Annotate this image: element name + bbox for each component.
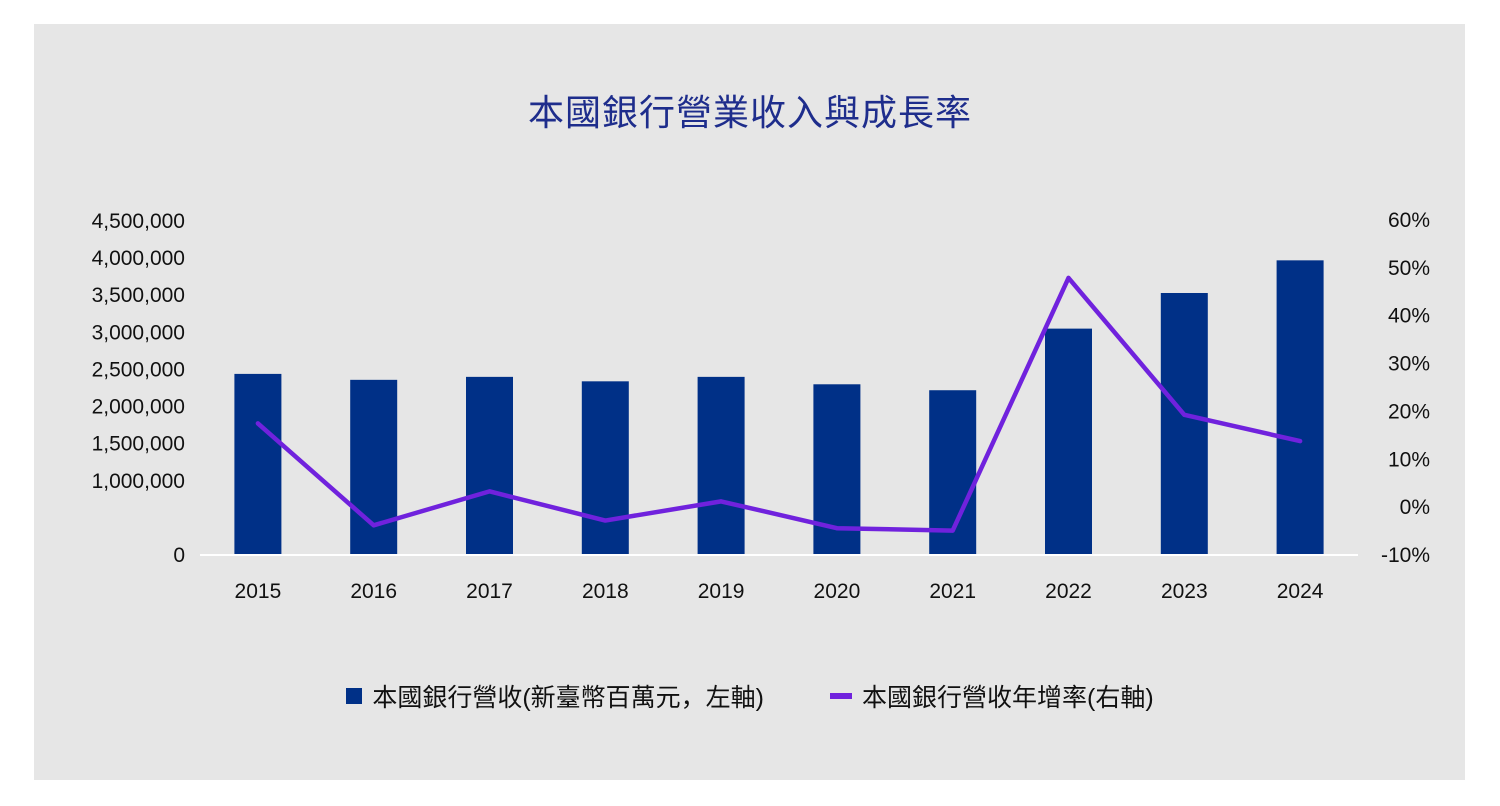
left-tick-label: 2,000,000 xyxy=(92,396,185,419)
right-tick-label: 40% xyxy=(1388,305,1430,328)
growth-point-2017 xyxy=(487,489,492,494)
growth-point-2021 xyxy=(950,528,955,533)
bar-2019 xyxy=(697,376,745,555)
growth-point-2020 xyxy=(834,526,839,531)
chart-title: 本國銀行營業收入與成長率 xyxy=(527,92,972,133)
line-series xyxy=(255,275,1303,533)
right-tick-label: 0% xyxy=(1400,496,1430,519)
left-tick-label: 4,500,000 xyxy=(92,210,185,233)
legend: 本國銀行營收(新臺幣百萬元，左軸) 本國銀行營收年增率(右軸) xyxy=(0,678,1500,714)
left-tick-label: 2,500,000 xyxy=(92,358,185,381)
x-tick-label: 2015 xyxy=(235,580,282,603)
left-tick-label: 1,000,000 xyxy=(92,470,185,493)
growth-point-2019 xyxy=(719,499,724,504)
growth-point-2018 xyxy=(603,518,608,523)
x-tick-label: 2023 xyxy=(1161,580,1208,603)
x-tick-label: 2022 xyxy=(1045,580,1092,603)
left-tick-label: 4,000,000 xyxy=(92,247,185,270)
bar-2023 xyxy=(1160,292,1208,555)
growth-line xyxy=(255,275,1303,533)
x-tick-label: 2018 xyxy=(582,580,629,603)
bar-2024 xyxy=(1276,260,1324,555)
legend-swatch-line xyxy=(830,693,852,699)
right-tick-label: 20% xyxy=(1388,400,1430,423)
legend-label-revenue: 本國銀行營收(新臺幣百萬元，左軸) xyxy=(372,684,764,712)
x-tick-label: 2017 xyxy=(466,580,513,603)
left-tick-label: 3,000,000 xyxy=(92,321,185,344)
bar-series xyxy=(234,260,1324,555)
legend-item-growth: 本國銀行營收年增率(右軸) xyxy=(830,678,1154,714)
growth-point-2016 xyxy=(371,523,376,528)
growth-point-2015 xyxy=(255,421,260,426)
x-tick-label: 2019 xyxy=(698,580,745,603)
left-axis-ticks: 0 1,000,000 1,500,000 2,000,000 2,500,000 3,0… xyxy=(92,210,185,567)
left-tick-label: 0 xyxy=(173,544,185,567)
legend-item-revenue: 本國銀行營收(新臺幣百萬元，左軸) xyxy=(346,678,764,714)
left-tick-label: 3,500,000 xyxy=(92,284,185,307)
bar-2022 xyxy=(1045,328,1092,555)
legend-label-growth: 本國銀行營收年增率(右軸) xyxy=(862,684,1154,712)
right-tick-label: -10% xyxy=(1381,544,1430,567)
left-tick-label: 1,500,000 xyxy=(92,433,185,456)
right-tick-label: 10% xyxy=(1388,448,1430,471)
growth-point-2023 xyxy=(1182,412,1187,417)
bar-2015 xyxy=(234,373,282,555)
right-axis-ticks: -10% 0% 10% 20% 30% 40% 50% 60% xyxy=(1381,209,1430,567)
growth-point-2024 xyxy=(1298,439,1303,444)
legend-swatch-bar xyxy=(346,688,363,704)
right-tick-label: 50% xyxy=(1388,257,1430,280)
growth-point-2022 xyxy=(1066,275,1071,280)
x-tick-label: 2021 xyxy=(929,580,976,603)
right-tick-label: 60% xyxy=(1388,209,1430,232)
x-tick-label: 2024 xyxy=(1277,580,1324,603)
bar-2017 xyxy=(466,376,513,555)
right-tick-label: 30% xyxy=(1388,353,1430,376)
bar-2016 xyxy=(350,379,398,555)
x-axis-ticks: 2015 2016 2017 2018 2019 2020 2021 2022 2023 2024 xyxy=(235,580,1324,603)
x-tick-label: 2016 xyxy=(350,580,397,603)
bar-2018 xyxy=(581,381,629,555)
x-tick-label: 2020 xyxy=(814,580,861,603)
